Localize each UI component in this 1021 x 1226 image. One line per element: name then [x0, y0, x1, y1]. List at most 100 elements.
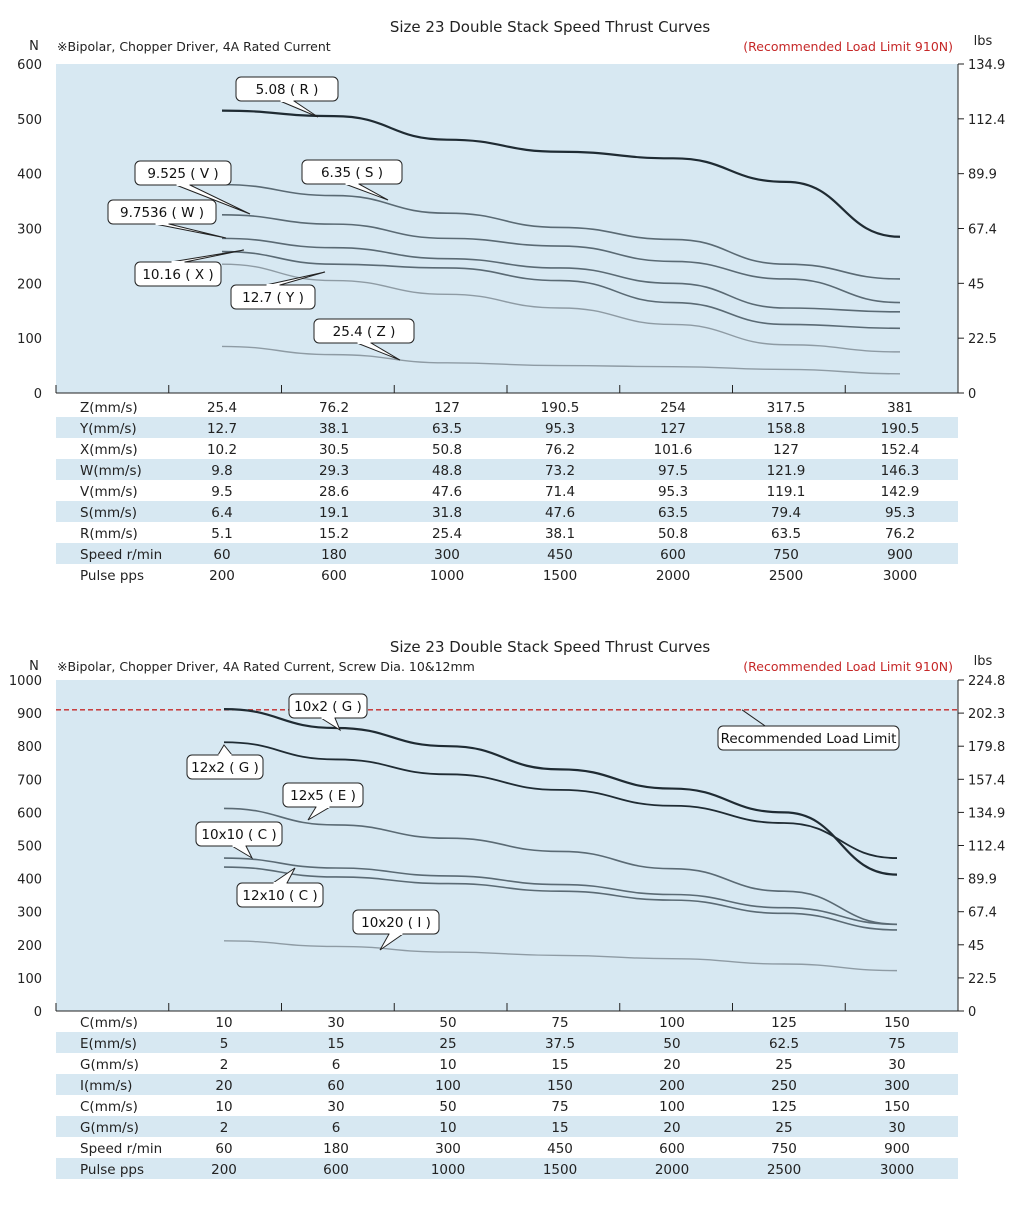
table-cell: 12.7 [207, 421, 237, 437]
series-line-6 [223, 940, 898, 972]
table-cell: 31.8 [432, 505, 462, 521]
table-cell: 9.8 [211, 463, 232, 479]
table-cell: 180 [323, 1141, 349, 1157]
y-axis-label-right: lbs [974, 34, 993, 49]
series-line-7 [221, 345, 901, 375]
callout-text: 5.08 ( R ) [256, 82, 319, 98]
table-cell: 317.5 [767, 400, 806, 416]
table-cell: 300 [884, 1078, 910, 1094]
chart-note: ※Bipolar, Chopper Driver, 4A Rated Curre… [57, 39, 331, 54]
table-cell: 1500 [543, 568, 577, 584]
table-cell: 25.4 [432, 526, 462, 542]
table-cell: 15.2 [319, 526, 349, 542]
table-cell: 29.3 [319, 463, 349, 479]
table-cell: 95.3 [885, 505, 915, 521]
callout-leader [741, 709, 769, 729]
table-cell: 75 [551, 1015, 568, 1031]
table-cell: 15 [551, 1057, 568, 1073]
table-cell: 200 [209, 568, 235, 584]
table-cell: 125 [771, 1015, 797, 1031]
series-callout-6: 12.7 ( Y ) [230, 271, 326, 310]
series-line-5 [221, 250, 901, 330]
table-cell: 30 [327, 1015, 344, 1031]
callout-text: 10x2 ( G ) [294, 699, 362, 715]
y-tick-label-right: 179.8 [968, 740, 1005, 755]
table-row-label: Z(mm/s) [80, 400, 138, 416]
table-cell: 10 [215, 1015, 232, 1031]
table-cell: 152.4 [881, 442, 920, 458]
table-cell: 750 [773, 547, 799, 563]
series-line-2 [223, 741, 898, 859]
table-cell: 158.8 [767, 421, 806, 437]
table-row-label: G(mm/s) [80, 1057, 139, 1073]
table-cell: 1500 [543, 1162, 577, 1178]
chart-title: Size 23 Double Stack Speed Thrust Curves [390, 18, 710, 36]
table-cell: 2 [220, 1120, 229, 1136]
table-cell: 76.2 [545, 442, 575, 458]
y-tick-label-right: 112.4 [968, 113, 1005, 128]
table-cell: 5 [220, 1036, 229, 1052]
table-cell: 6 [332, 1120, 341, 1136]
table-cell: 190.5 [881, 421, 920, 437]
table-cell: 75 [551, 1099, 568, 1115]
table-row-label: S(mm/s) [80, 505, 137, 521]
table-cell: 100 [659, 1015, 685, 1031]
table-cell: 50 [439, 1099, 456, 1115]
table-cell: 73.2 [545, 463, 575, 479]
y-tick-label-right: 67.4 [968, 906, 997, 921]
table-cell: 47.6 [432, 484, 462, 500]
table-cell: 28.6 [319, 484, 349, 500]
table-cell: 2000 [656, 568, 690, 584]
series-callout-1: 10x2 ( G ) [288, 693, 368, 732]
y-tick-label-left: 900 [17, 707, 42, 722]
y-tick-label-right: 0 [968, 1005, 976, 1020]
table-cell: 2 [220, 1057, 229, 1073]
y-tick-label-left: 800 [17, 740, 42, 755]
y-tick-label-left: 200 [17, 939, 42, 954]
y-tick-label-left: 100 [17, 332, 42, 347]
table-cell: 62.5 [769, 1036, 799, 1052]
table-cell: 101.6 [654, 442, 693, 458]
table-cell: 750 [771, 1141, 797, 1157]
table-cell: 2500 [767, 1162, 801, 1178]
table-cell: 20 [215, 1078, 232, 1094]
table-row-band [56, 1116, 958, 1137]
table-row-label: E(mm/s) [80, 1036, 137, 1052]
y-tick-label-right: 22.5 [968, 332, 997, 347]
table-cell: 3000 [883, 568, 917, 584]
table-cell: 30 [327, 1099, 344, 1115]
y-tick-label-right: 89.9 [968, 168, 997, 183]
table-cell: 127 [660, 421, 686, 437]
table-cell: 127 [773, 442, 799, 458]
table-cell: 100 [435, 1078, 461, 1094]
callout-text: 12x2 ( G ) [191, 760, 259, 776]
table-cell: 97.5 [658, 463, 688, 479]
y-tick-label-left: 0 [34, 387, 42, 402]
table-cell: 1000 [431, 1162, 465, 1178]
chart-note: ※Bipolar, Chopper Driver, 4A Rated Curre… [57, 659, 475, 674]
series-callout-2: 6.35 ( S ) [301, 159, 403, 201]
table-row-label: Speed r/min [80, 1141, 162, 1157]
table-cell: 121.9 [767, 463, 806, 479]
callout-text: 6.35 ( S ) [321, 165, 383, 181]
callout-text: 10x10 ( C ) [201, 827, 276, 843]
chart-title: Size 23 Double Stack Speed Thrust Curves [390, 638, 710, 656]
table-row-label: G(mm/s) [80, 1120, 139, 1136]
table-cell: 76.2 [885, 526, 915, 542]
table-cell: 25.4 [207, 400, 237, 416]
table-cell: 146.3 [881, 463, 920, 479]
callout-text: 9.7536 ( W ) [120, 205, 204, 221]
table-cell: 60 [213, 547, 230, 563]
callout-box [717, 725, 900, 751]
table-cell: 10 [439, 1120, 456, 1136]
table-cell: 142.9 [881, 484, 920, 500]
chart-2: Size 23 Double Stack Speed Thrust Curves… [9, 638, 1005, 1179]
table-cell: 300 [434, 547, 460, 563]
table-cell: 125 [771, 1099, 797, 1115]
table-cell: 900 [884, 1141, 910, 1157]
table-cell: 2500 [769, 568, 803, 584]
table-cell: 200 [211, 1162, 237, 1178]
table-row-label: C(mm/s) [80, 1015, 138, 1031]
callout-text: 12x10 ( C ) [242, 888, 317, 904]
callout-text: 12.7 ( Y ) [242, 290, 304, 306]
